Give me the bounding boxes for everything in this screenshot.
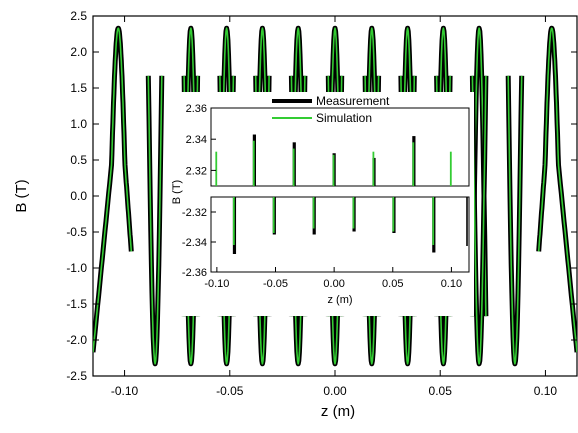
- main-y-axis: 2.5 2.0 1.5 1.0 0.5 0.0 -0.5 -1.0 -1.5 -2.0 -2.5: [66, 9, 577, 383]
- main-y-tick-label: 1.5: [70, 81, 87, 95]
- inset-x-tick-label: -0.05: [263, 278, 288, 290]
- main-end-pole-simulation: [537, 27, 577, 353]
- main-y-tick-label: -2.0: [66, 333, 87, 347]
- main-negative-peak-simulation: [507, 75, 523, 365]
- inset-top-frame: [210, 107, 470, 187]
- main-y-tick-label: 0.5: [70, 153, 87, 167]
- inset-top-y-tick-label: 2.36: [186, 103, 207, 115]
- main-x-axis-title: z (m): [321, 403, 355, 420]
- legend-label: Measurement: [316, 94, 390, 108]
- main-y-tick-label: 1.0: [70, 117, 87, 131]
- inset-bottom-y-tick-label: -2.36: [182, 267, 207, 279]
- main-end-pole-simulation: [93, 27, 133, 353]
- inset-top-y-axis: 2.36 2.34 2.32: [186, 103, 216, 177]
- inset-x-tick-label: -0.10: [204, 278, 229, 290]
- inset-x-axis-title: z (m): [327, 294, 352, 306]
- inset-top-y-tick-label: 2.32: [186, 165, 207, 177]
- main-y-tick-label: -1.0: [66, 261, 87, 275]
- inset-plot: -0.10 -0.05 0.00 0.05 0.10 2.36 2.34 2.32 -2.3…: [166, 92, 474, 316]
- main-x-tick-label: 0.00: [323, 384, 347, 398]
- inset-bottom-y-axis: -2.32 -2.34 -2.36: [182, 207, 216, 279]
- main-negative-peak-simulation: [471, 75, 487, 365]
- inset-bottom-curves: [232, 197, 468, 254]
- inset-x-tick-label: 0.10: [441, 278, 462, 290]
- inset-x-tick-label: 0.05: [382, 278, 403, 290]
- inset-top-y-tick-label: 2.34: [186, 134, 207, 146]
- main-negative-peak-simulation: [147, 75, 163, 365]
- inset-y-axis-title: B (T): [171, 180, 183, 204]
- main-y-tick-label: 2.5: [70, 9, 87, 23]
- main-x-tick-label: 0.05: [429, 384, 453, 398]
- main-x-tick-label: -0.10: [111, 384, 139, 398]
- inset-background: [166, 92, 474, 316]
- main-y-tick-label: -2.5: [66, 369, 87, 383]
- inset-legend: Measurement Simulation: [272, 94, 390, 125]
- main-y-tick-label: -0.5: [66, 225, 87, 239]
- legend-label: Simulation: [316, 111, 372, 125]
- inset-bottom-frame: [210, 196, 470, 273]
- main-y-tick-label: 0.0: [70, 189, 87, 203]
- main-y-axis-title: B (T): [13, 179, 30, 212]
- inset-bottom-y-tick-label: -2.32: [182, 207, 207, 219]
- main-y-tick-label: -1.5: [66, 297, 87, 311]
- inset-x-axis: -0.10 -0.05 0.00 0.05 0.10: [204, 267, 462, 290]
- inset-top-curves: [215, 134, 452, 186]
- inset-bottom-y-tick-label: -2.34: [182, 237, 207, 249]
- main-y-tick-label: 2.0: [70, 45, 87, 59]
- main-x-tick-label: 0.10: [534, 384, 558, 398]
- main-x-tick-label: -0.05: [216, 384, 244, 398]
- main-x-axis: -0.10 -0.05 0.00 0.05 0.10: [111, 16, 558, 398]
- inset-x-tick-label: 0.00: [323, 278, 344, 290]
